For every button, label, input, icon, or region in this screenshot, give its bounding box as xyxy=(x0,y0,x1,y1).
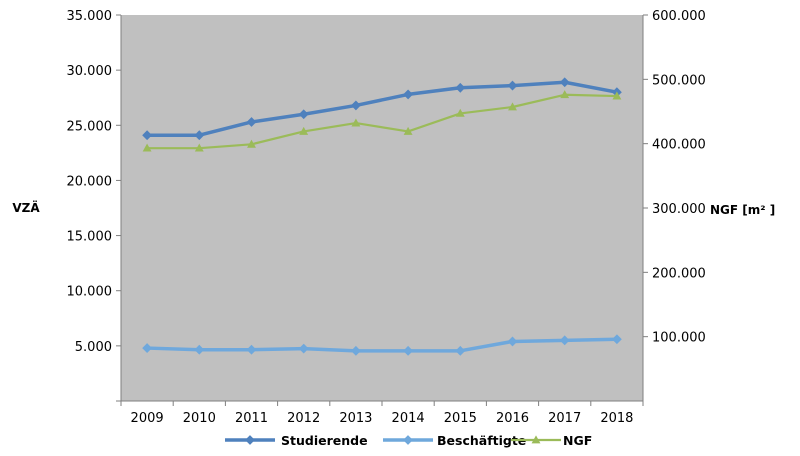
series-line-besch-ftigte xyxy=(145,337,619,353)
data-point-besch-ftigte xyxy=(611,334,622,345)
y-right-tick-label: 300.000 xyxy=(652,202,706,217)
x-tick-label: 2013 xyxy=(339,411,372,426)
plot-area xyxy=(121,15,643,401)
data-point-studierende xyxy=(403,89,414,100)
x-tick-label: 2015 xyxy=(444,411,477,426)
y-right-tick-label: 500.000 xyxy=(652,73,706,88)
y-left-tick-label: 5.000 xyxy=(75,340,112,355)
data-point-ngf xyxy=(508,102,517,111)
legend-marker-studierende xyxy=(245,435,255,445)
y-left-tick-label: 20.000 xyxy=(67,174,113,189)
legend-label-ngf: NGF xyxy=(563,433,592,448)
data-point-ngf xyxy=(194,143,204,152)
data-point-besch-ftigte xyxy=(246,344,257,355)
data-point-studierende xyxy=(507,80,518,91)
x-tick-label: 2016 xyxy=(496,411,529,426)
y-axis-right-title: NGF [m² ] xyxy=(710,203,775,217)
x-tick-label: 2017 xyxy=(548,411,581,426)
y-axis-left-title: VZÄ xyxy=(12,200,40,215)
y-left-tick-label: 10.000 xyxy=(67,285,113,300)
legend-item-ngf: NGF xyxy=(511,433,592,448)
data-point-besch-ftigte xyxy=(507,336,518,347)
data-point-besch-ftigte xyxy=(559,335,570,346)
data-point-ngf xyxy=(351,118,361,127)
data-point-besch-ftigte xyxy=(403,345,414,356)
data-point-studierende xyxy=(246,117,257,127)
y-left-tick-label: 15.000 xyxy=(67,230,113,245)
legend-label-besch-ftigte: Beschäftigte xyxy=(437,433,526,448)
y-left-tick-label: 30.000 xyxy=(67,64,113,79)
legend-marker-besch-ftigte xyxy=(403,435,413,445)
legend-marker-ngf xyxy=(531,435,541,444)
data-point-besch-ftigte xyxy=(455,345,466,356)
data-point-ngf xyxy=(403,126,413,135)
data-point-studierende xyxy=(455,82,466,93)
y-right-tick-label: 400.000 xyxy=(652,138,706,153)
y-left-tick-label: 35.000 xyxy=(67,9,113,24)
data-point-studierende xyxy=(350,100,361,111)
data-point-ngf xyxy=(247,139,256,148)
y-left-tick-label: 25.000 xyxy=(67,119,113,134)
x-tick-label: 2014 xyxy=(392,411,425,426)
data-point-ngf xyxy=(455,108,465,117)
x-tick-label: 2009 xyxy=(131,411,164,426)
y-right-tick-label: 100.000 xyxy=(652,331,706,346)
x-tick-label: 2010 xyxy=(183,411,216,426)
y-right-tick-label: 600.000 xyxy=(652,9,706,24)
data-point-studierende xyxy=(194,130,205,141)
legend-label-studierende: Studierende xyxy=(281,433,368,448)
legend-item-besch-ftigte: Beschäftigte xyxy=(383,433,526,448)
x-tick-label: 2012 xyxy=(287,411,320,426)
data-point-ngf xyxy=(142,143,152,152)
x-tick-label: 2011 xyxy=(235,411,268,426)
y-right-tick-label: 200.000 xyxy=(652,266,706,281)
data-point-besch-ftigte xyxy=(142,343,153,353)
data-point-ngf xyxy=(299,126,309,135)
data-point-studierende xyxy=(298,109,309,120)
data-point-studierende xyxy=(142,130,153,141)
series-line-studierende xyxy=(145,80,619,137)
data-point-studierende xyxy=(559,77,570,88)
data-point-ngf xyxy=(612,91,622,100)
data-point-ngf xyxy=(560,90,570,99)
data-point-besch-ftigte xyxy=(298,343,309,354)
series-line-ngf xyxy=(146,93,619,150)
data-point-besch-ftigte xyxy=(350,345,361,356)
data-point-besch-ftigte xyxy=(194,344,205,355)
x-tick-label: 2018 xyxy=(600,411,633,426)
legend-item-studierende: Studierende xyxy=(225,433,368,448)
